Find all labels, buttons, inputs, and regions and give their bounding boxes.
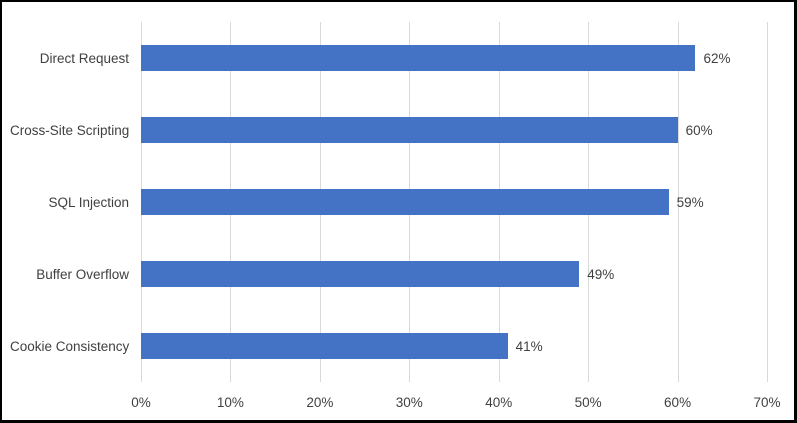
x-tick-label: 70% (753, 395, 781, 410)
bar-value-label: 62% (703, 50, 731, 66)
bar-value-label: 49% (587, 266, 615, 282)
bar-cross-site-scripting (141, 117, 678, 143)
bar-direct-request (141, 45, 696, 71)
bar-cookie-consistency (141, 333, 508, 359)
bar-value-label: 60% (685, 122, 713, 138)
bar-value-label: 41% (515, 338, 543, 354)
category-label: Direct Request (39, 50, 129, 66)
category-label: Buffer Overflow (36, 266, 129, 282)
x-tick-label: 20% (306, 395, 334, 410)
category-label: SQL Injection (48, 194, 129, 210)
x-tick-label: 40% (485, 395, 513, 410)
x-tick-label: 10% (216, 395, 244, 410)
bar-buffer-overflow (141, 261, 580, 287)
x-tick-label: 60% (664, 395, 692, 410)
category-label: Cookie Consistency (10, 338, 130, 354)
x-tick-label: 0% (131, 395, 151, 410)
category-label: Cross-Site Scripting (10, 122, 130, 138)
grid-line (677, 22, 679, 382)
grid-line (767, 22, 768, 382)
x-tick-label: 30% (395, 395, 423, 410)
bar-sql-injection (141, 189, 669, 215)
bar-value-label: 59% (676, 194, 704, 210)
x-tick-label: 50% (574, 395, 602, 410)
